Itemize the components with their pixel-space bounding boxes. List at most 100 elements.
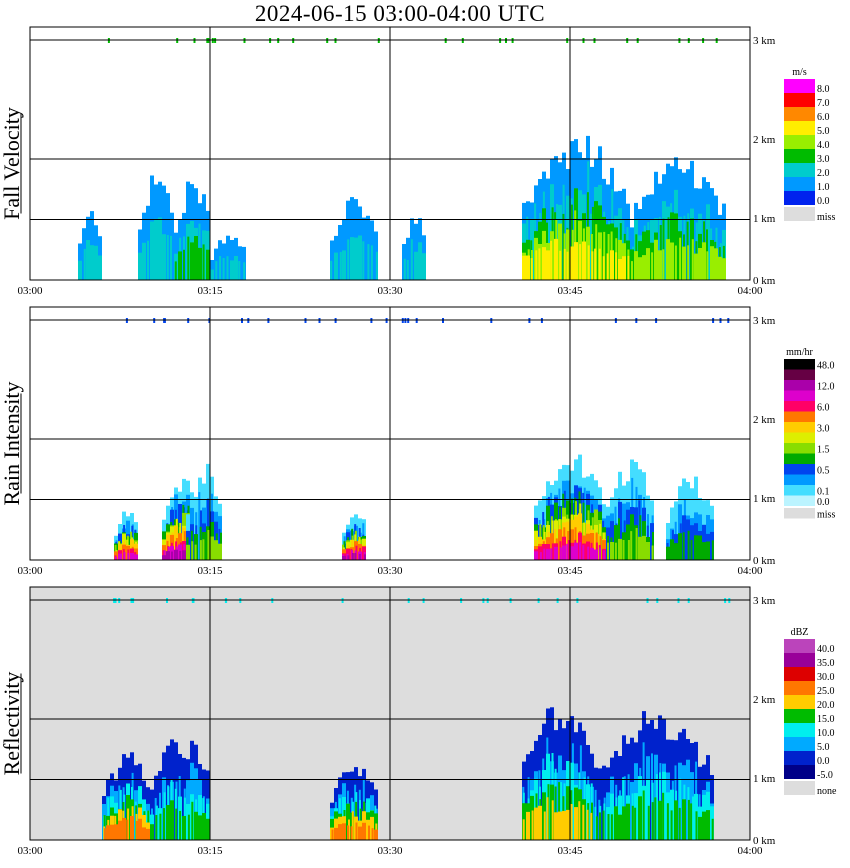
echo-mark: [406, 260, 409, 280]
legend-label: 0.0: [817, 497, 830, 508]
y-tick-label: 2 km: [753, 414, 776, 426]
echo-mark: [130, 816, 134, 840]
echo-mark: [554, 546, 558, 560]
echo-mark: [94, 245, 98, 280]
echo-mark: [162, 185, 166, 280]
echo-mark: [362, 241, 365, 280]
echo-mark: [198, 815, 202, 840]
echo-mark: [682, 799, 686, 840]
echo-mark: [698, 816, 702, 840]
echo-mark: [243, 262, 246, 280]
echo-mark: [214, 540, 218, 560]
echo-mark: [534, 807, 538, 840]
echo-mark: [662, 792, 665, 840]
echo-mark: [538, 248, 541, 280]
echo-mark: [658, 800, 662, 840]
echo-cell: [630, 157, 726, 280]
echo-mark: [602, 256, 605, 280]
echo-mark: [687, 530, 690, 560]
legend-swatch: [784, 485, 815, 496]
panel-label: Reflectivity: [0, 672, 24, 776]
echo-mark: [578, 801, 581, 840]
echo-mark: [191, 541, 194, 560]
legend-swatch: [784, 93, 815, 107]
echo-mark: [550, 548, 553, 560]
x-tick-label: 03:15: [197, 845, 223, 857]
legend-swatch: [784, 781, 815, 795]
y-tick-label: 2 km: [753, 134, 776, 146]
legend-label: none: [817, 786, 837, 797]
echo-mark: [722, 258, 726, 280]
echo-mark: [622, 256, 626, 280]
echo-mark: [371, 828, 374, 840]
echo-mark: [222, 258, 225, 280]
x-tick-label: 03:45: [557, 285, 583, 297]
echo-mark: [142, 242, 146, 280]
echo-mark: [182, 550, 186, 560]
echo-mark: [230, 240, 234, 280]
legend-label: miss: [817, 212, 835, 223]
echo-mark: [179, 810, 182, 840]
echo-mark: [586, 809, 589, 840]
echo-mark: [603, 550, 606, 560]
echo-mark: [642, 535, 646, 560]
echo-mark: [687, 245, 690, 280]
echo-cell: [138, 175, 174, 280]
echo-mark: [674, 245, 677, 280]
echo-mark: [638, 536, 642, 560]
echo-mark: [522, 255, 526, 280]
echo-mark: [690, 803, 693, 840]
echo-mark: [710, 246, 714, 280]
legend-label: 0.0: [817, 196, 830, 207]
echo-mark: [103, 828, 106, 840]
echo-cell: [522, 707, 594, 840]
echo-mark: [138, 818, 142, 840]
echo-mark: [202, 813, 206, 840]
echo-mark: [367, 244, 370, 280]
echo-mark: [162, 555, 166, 560]
legend-label: 15.0: [817, 714, 835, 725]
x-tick-label: 04:00: [737, 845, 763, 857]
echo-mark: [206, 249, 210, 280]
echo-mark: [238, 261, 241, 280]
echo-mark: [638, 257, 642, 280]
echo-mark: [562, 213, 565, 280]
legend-swatch: [784, 737, 815, 751]
echo-cell: [666, 476, 714, 560]
echo-mark: [698, 248, 702, 280]
legend-swatch: [784, 369, 815, 380]
legend-label: 5.0: [817, 742, 830, 753]
echo-mark: [595, 224, 598, 280]
echo-mark: [138, 252, 142, 280]
echo-mark: [591, 251, 594, 280]
echo-mark: [626, 803, 630, 840]
echo-mark: [554, 238, 558, 280]
echo-mark: [694, 535, 698, 560]
x-tick-label: 03:30: [377, 565, 403, 577]
legend-label: 12.0: [817, 382, 835, 393]
panel-3: 0 km 1 km 2 km 3 km 03:00 03:15 03:30 03:45 04:0…: [0, 586, 837, 857]
echo-mark: [78, 260, 82, 280]
echo-mark: [526, 811, 530, 840]
echo-mark: [558, 811, 562, 840]
echo-mark: [574, 807, 578, 840]
echo-mark: [587, 546, 590, 560]
legend-label: 1.5: [817, 445, 830, 456]
echo-mark: [658, 250, 662, 280]
echo-cell: [210, 235, 246, 280]
echo-mark: [690, 539, 693, 560]
legend-swatch: [784, 453, 815, 464]
echo-mark: [546, 250, 550, 280]
legend-swatch: [784, 163, 815, 177]
echo-mark: [364, 554, 366, 560]
echo-mark: [635, 528, 638, 560]
echo-mark: [162, 550, 165, 560]
echo-mark: [559, 250, 562, 280]
echo-mark: [638, 796, 642, 840]
echo-mark: [582, 804, 585, 840]
echo-cell: [402, 218, 426, 280]
echo-mark: [570, 546, 574, 560]
echo-mark: [179, 550, 182, 560]
echo-cell: [102, 752, 150, 840]
